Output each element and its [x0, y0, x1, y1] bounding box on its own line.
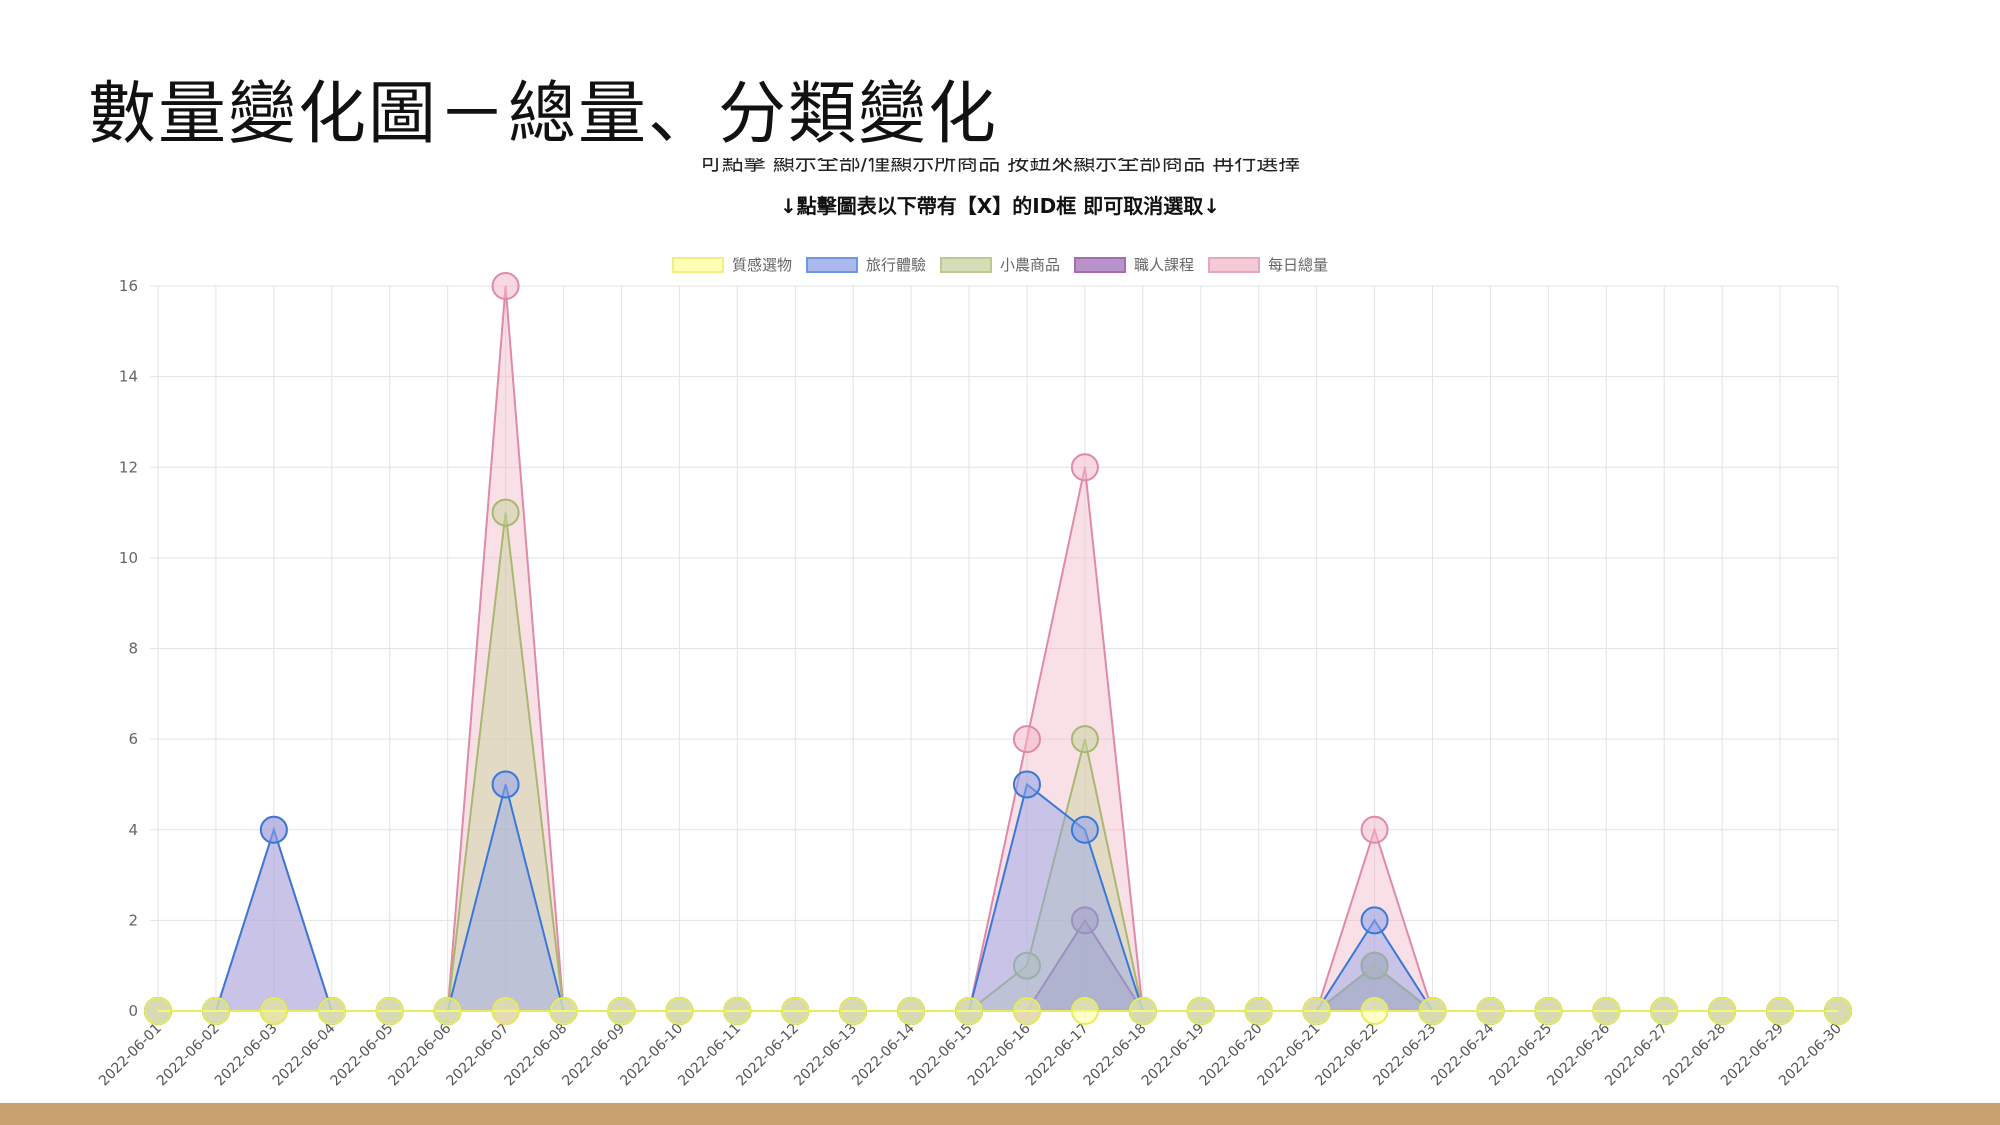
data-point — [1070, 906, 1099, 935]
legend-item[interactable]: 質感選物 — [671, 254, 792, 275]
data-point — [317, 997, 346, 1025]
data-point — [1070, 997, 1099, 1025]
y-tick-label: 12 — [119, 458, 138, 476]
legend-label: 職人課程 — [1134, 256, 1195, 274]
data-point — [1418, 997, 1447, 1025]
data-point — [1012, 725, 1041, 754]
legend-label: 小農商品 — [999, 256, 1060, 274]
data-point — [433, 997, 462, 1025]
data-point — [1302, 997, 1331, 1025]
legend-swatch — [1074, 256, 1126, 273]
data-point — [491, 770, 520, 799]
data-point — [1070, 815, 1099, 844]
data-point — [897, 997, 926, 1025]
data-point — [491, 498, 520, 527]
y-tick-label: 14 — [119, 368, 138, 386]
data-point — [1244, 997, 1273, 1025]
data-point — [491, 997, 520, 1025]
y-tick-label: 16 — [119, 277, 138, 295]
series-area — [158, 512, 1838, 1011]
data-point — [1128, 997, 1157, 1025]
data-point — [1012, 997, 1041, 1025]
data-point — [1012, 770, 1041, 799]
legend-swatch — [671, 256, 724, 273]
legend-label: 旅行體驗 — [865, 256, 926, 274]
data-point — [1824, 997, 1852, 1025]
legend-item[interactable]: 旅行體驗 — [805, 254, 926, 275]
legend-swatch — [939, 256, 992, 273]
legend-item[interactable]: 小農商品 — [939, 254, 1060, 275]
data-point — [955, 997, 984, 1025]
cropped-instruction-text: 可點擊 顯示全部/僅顯示所商品 按鈕來顯示全部商品 再行選擇 — [0, 158, 2000, 180]
data-point — [839, 997, 868, 1025]
data-point — [144, 997, 172, 1025]
data-point — [1534, 997, 1563, 1025]
data-point — [723, 997, 752, 1025]
data-point — [1360, 951, 1389, 980]
data-point — [1360, 997, 1389, 1025]
legend-item[interactable]: 職人課程 — [1074, 254, 1194, 275]
data-point — [259, 815, 288, 844]
data-point — [607, 997, 636, 1025]
data-point — [1650, 997, 1679, 1025]
legend-label: 每日總量 — [1268, 256, 1329, 274]
data-point — [781, 997, 810, 1025]
data-point — [201, 997, 230, 1025]
data-point — [1360, 906, 1389, 935]
legend-item[interactable]: 每日總量 — [1208, 254, 1328, 275]
data-point — [259, 997, 288, 1025]
legend-swatch — [805, 256, 858, 273]
data-point — [1070, 453, 1099, 482]
data-point — [1766, 997, 1795, 1025]
data-point — [1708, 997, 1737, 1025]
y-tick-label: 0 — [128, 1002, 138, 1020]
x-tick-label: 2022-06-30 — [1776, 1021, 1845, 1090]
slide-title: 數量變化圖－總量、分類變化 — [88, 75, 999, 154]
data-point — [1360, 815, 1389, 844]
y-tick-label: 8 — [128, 640, 138, 658]
data-point — [1592, 997, 1621, 1025]
data-point — [491, 272, 520, 300]
data-point — [1476, 997, 1505, 1025]
y-tick-label: 2 — [128, 911, 138, 929]
data-point — [1186, 997, 1215, 1025]
series-area — [158, 286, 1838, 1011]
series-area — [158, 784, 1838, 1011]
y-tick-label: 10 — [119, 549, 138, 567]
chart-legend: 質感選物 旅行體驗 小農商品 職人課程 每日總量 — [0, 254, 2000, 275]
data-point — [1070, 725, 1099, 754]
y-tick-label: 6 — [128, 730, 138, 748]
bottom-accent-bar — [0, 1103, 2000, 1125]
data-point — [1012, 951, 1041, 980]
y-tick-label: 4 — [128, 821, 138, 839]
data-point — [665, 997, 694, 1025]
data-point — [549, 997, 578, 1025]
legend-label: 質感選物 — [731, 256, 792, 274]
deselect-hint: ↓點擊圖表以下帶有【X】的ID框 即可取消選取↓ — [780, 194, 1220, 218]
data-point — [375, 997, 404, 1025]
legend-swatch — [1208, 256, 1261, 273]
cropped-instruction-inner: 可點擊 顯示全部/僅顯示所商品 按鈕來顯示全部商品 再行選擇 — [699, 158, 1301, 176]
